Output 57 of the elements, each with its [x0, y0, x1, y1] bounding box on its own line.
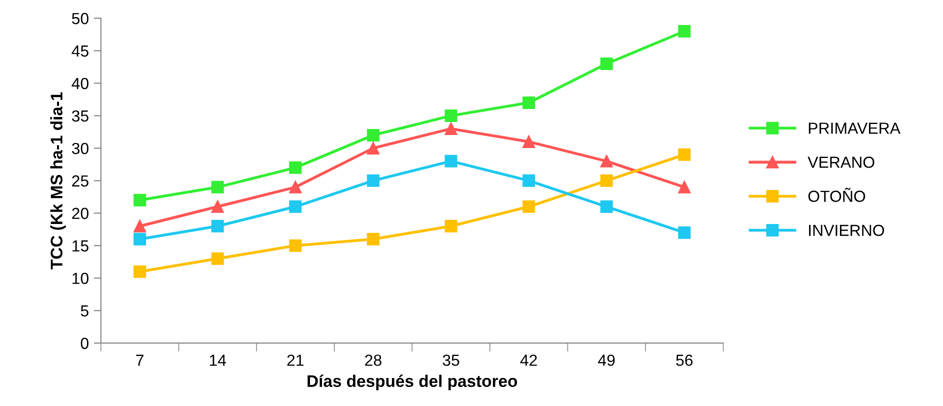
point [678, 226, 691, 239]
legend-label: VERANO [808, 156, 874, 168]
point [211, 220, 224, 232]
legend-label: INVIERNO [809, 224, 884, 236]
x-axis-title: Días después del pastoreo [308, 374, 518, 390]
y-tick-label: 20 [72, 208, 88, 220]
point [600, 154, 613, 168]
x-tick-label: 56 [676, 354, 693, 366]
y-tick-label: 45 [72, 46, 88, 57]
x-tick-label: 35 [442, 354, 460, 366]
point [134, 220, 146, 232]
point [289, 161, 302, 174]
point [134, 194, 146, 206]
x-tick-label: 42 [520, 354, 537, 366]
point [366, 128, 380, 142]
point [444, 109, 458, 122]
point [444, 122, 458, 135]
point [678, 148, 691, 161]
y-tick-label: 40 [72, 78, 88, 90]
point [289, 239, 302, 252]
x-tick-label: 14 [210, 354, 226, 366]
point [134, 232, 146, 246]
point [600, 174, 613, 187]
y-tick-label: 50 [72, 12, 88, 24]
point [600, 57, 613, 70]
point [211, 252, 224, 265]
point [522, 174, 536, 187]
y-tick-label: 15 [72, 240, 88, 252]
point [522, 135, 536, 148]
point [211, 180, 224, 194]
point [678, 180, 691, 194]
point [444, 220, 458, 232]
point [522, 200, 536, 213]
point [289, 200, 302, 213]
point [678, 25, 691, 38]
point [522, 96, 536, 109]
point [600, 200, 613, 213]
point [289, 180, 302, 194]
x-tick-label: 49 [598, 354, 615, 366]
y-tick-label: 10 [72, 272, 88, 284]
x-tick-label: 21 [287, 354, 304, 366]
point [366, 142, 380, 154]
x-tick-label: 28 [365, 354, 382, 366]
point [366, 174, 380, 187]
y-tick-label: 0 [80, 338, 88, 350]
point [444, 154, 458, 168]
x-tick-label: 7 [136, 354, 144, 366]
point [134, 265, 146, 278]
y-tick-label: 30 [72, 142, 88, 154]
y-tick-label: 25 [72, 175, 88, 187]
y-tick-label: 35 [72, 110, 88, 122]
legend-label: OTOÑO [808, 188, 866, 202]
point [366, 232, 380, 246]
point [211, 200, 224, 213]
y-axis-title: TCC (Kk MS ha-1 dia-1 [50, 92, 66, 270]
y-tick-label: 5 [80, 305, 88, 317]
legend-label: PRIMAVERA [808, 122, 900, 134]
